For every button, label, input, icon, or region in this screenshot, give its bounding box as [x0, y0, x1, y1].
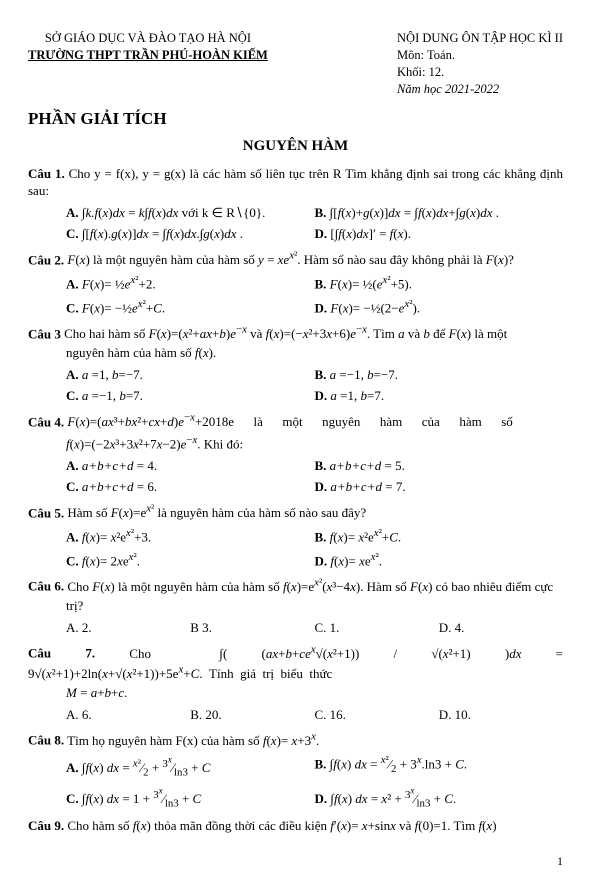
q4-opt-c: C. a+b+c+d = 6. [66, 478, 315, 496]
page-number: 1 [28, 853, 563, 869]
question-7-options: A. 6. B. 20. C. 16. D. 10. [66, 702, 563, 724]
q5-opt-d: D. f(x)= xex². [315, 550, 564, 570]
q8-opt-c: C. ∫f(x) dx = 1 + 3x⁄ln3 + C [66, 784, 315, 811]
question-2-options: A. F(x)= ½ex²+2. B. F(x)= ½(ex²+5). C. F… [66, 269, 563, 317]
q1-opt-b: B. ∫[f(x)+g(x)]dx = ∫f(x)dx+∫g(x)dx . [315, 204, 564, 222]
header-left-line2: TRƯỜNG THPT TRẦN PHÚ-HOÀN KIẾM [28, 47, 268, 64]
header-right-line2: Môn: Toán. [397, 47, 563, 64]
q1-opt-a: A. A. ∫k.f(x)dx = k∫f(x)dx với k ∈ R∖{0}… [66, 204, 315, 222]
question-1-text: Cho y = f(x), y = g(x) là các hàm số liê… [28, 166, 563, 199]
question-9: Câu 9. Cho hàm số f(x) thỏa mãn đồng thờ… [28, 817, 563, 835]
question-7-text: Cho ∫( (ax+b+cex√(x²+1)) / √(x²+1) )dx =… [28, 646, 563, 681]
question-7-text2: M = a+b+c. [66, 684, 563, 702]
question-9-text: Cho hàm số f(x) thỏa mãn đồng thời các đ… [64, 818, 496, 833]
q2-opt-c: C. F(x)= −½ex²+C. [66, 297, 315, 317]
question-3-text-cont: nguyên hàm của hàm số f(x). [66, 344, 563, 362]
question-3: Câu 3 Cho hai hàm số F(x)=(x²+ax+b)e−x v… [28, 323, 563, 343]
q4-opt-b: B. a+b+c+d = 5. [315, 457, 564, 475]
question-5-options: A. f(x)= x²ex²+3. B. f(x)= x²ex²+C. C. f… [66, 522, 563, 570]
question-5-label: Câu 5. [28, 505, 64, 520]
question-6-text-cont: trị? [66, 597, 563, 615]
q8-opt-d: D. ∫f(x) dx = x² + 3x⁄ln3 + C. [315, 784, 564, 811]
question-4-text: F(x)=(ax³+bx²+cx+d)e−x+2018e là một nguy… [64, 414, 513, 429]
question-9-label: Câu 9. [28, 818, 64, 833]
q8-opt-b: B. ∫f(x) dx = x²⁄2 + 3x.ln3 + C. [315, 753, 564, 780]
section-title: PHẦN GIẢI TÍCH [28, 108, 563, 131]
q3-opt-c: C. a =−1, b=7. [66, 387, 315, 405]
question-7-label: Câu 7. [28, 646, 95, 661]
header-right-line1: NỘI DUNG ÔN TẬP HỌC KÌ II [397, 30, 563, 47]
question-4: Câu 4. F(x)=(ax³+bx²+cx+d)e−x+2018e là m… [28, 411, 563, 431]
question-5: Câu 5. Hàm số F(x)=ex² là nguyên hàm của… [28, 502, 563, 522]
question-1-options: A. A. ∫k.f(x)dx = k∫f(x)dx với k ∈ R∖{0}… [66, 200, 563, 243]
q1-opt-d: D. [∫f(x)dx]′ = f(x). [315, 225, 564, 243]
q7-opt-a: A. 6. [66, 706, 190, 724]
question-3-label: Câu 3 [28, 326, 61, 341]
header-right: NỘI DUNG ÔN TẬP HỌC KÌ II Môn: Toán. Khố… [397, 30, 563, 98]
q7-opt-b: B. 20. [190, 706, 314, 724]
question-2-label: Câu 2. [28, 252, 64, 267]
question-3-options: A. a =1, b=−7. B. a =−1, b=−7. C. a =−1,… [66, 362, 563, 405]
question-1-label: Câu 1. [28, 166, 65, 181]
q7-opt-d: D. 10. [439, 706, 563, 724]
question-8-label: Câu 8. [28, 733, 64, 748]
question-1: Câu 1. Cho y = f(x), y = g(x) là các hàm… [28, 165, 563, 200]
q3-opt-a: A. a =1, b=−7. [66, 366, 315, 384]
q3-opt-d: D. a =1, b=7. [315, 387, 564, 405]
q6-opt-a: A. 2. [66, 619, 190, 637]
q6-opt-c: C. 1. [315, 619, 439, 637]
question-6: Câu 6. Cho F(x) là một nguyên hàm của hà… [28, 575, 563, 595]
q2-opt-d: D. F(x)= −½(2−ex²). [315, 297, 564, 317]
q1-opt-c: C. ∫[f(x).g(x)]dx = ∫f(x)dx.∫g(x)dx . [66, 225, 315, 243]
question-5-text: Hàm số F(x)=ex² là nguyên hàm của hàm số… [64, 505, 366, 520]
chapter-title: NGUYÊN HÀM [28, 136, 563, 156]
q6-opt-b: B 3. [190, 619, 314, 637]
q6-opt-d: D. 4. [439, 619, 563, 637]
q8-opt-a: A. ∫f(x) dx = x²⁄2 + 3x⁄ln3 + C [66, 753, 315, 780]
q5-opt-b: B. f(x)= x²ex²+C. [315, 526, 564, 546]
header-right-line4: Năm học 2021-2022 [397, 81, 563, 98]
q2-opt-a: A. F(x)= ½ex²+2. [66, 273, 315, 293]
q2-opt-b: B. F(x)= ½(ex²+5). [315, 273, 564, 293]
header: SỞ GIÁO DỤC VÀ ĐÀO TẠO HÀ NỘI TRƯỜNG THP… [28, 30, 563, 98]
question-8: Câu 8. Tìm họ nguyên hàm F(x) của hàm số… [28, 729, 563, 749]
question-2: Câu 2. F(x) là một nguyên hàm của hàm số… [28, 249, 563, 269]
question-4-options: A. a+b+c+d = 4. B. a+b+c+d = 5. C. a+b+c… [66, 453, 563, 496]
question-8-options: A. ∫f(x) dx = x²⁄2 + 3x⁄ln3 + C B. ∫f(x)… [66, 749, 563, 811]
header-left: SỞ GIÁO DỤC VÀ ĐÀO TẠO HÀ NỘI TRƯỜNG THP… [28, 30, 268, 98]
q4-opt-a: A. a+b+c+d = 4. [66, 457, 315, 475]
question-7: Câu 7. Cho ∫( (ax+b+cex√(x²+1)) / √(x²+1… [28, 642, 563, 682]
q5-opt-c: C. f(x)= 2xex². [66, 550, 315, 570]
question-6-label: Câu 6. [28, 579, 64, 594]
question-2-text: F(x) là một nguyên hàm của hàm số y = xe… [64, 252, 514, 267]
question-4-label: Câu 4. [28, 414, 64, 429]
header-right-line3: Khối: 12. [397, 64, 563, 81]
q4-opt-d: D. a+b+c+d = 7. [315, 478, 564, 496]
question-4-text2: f(x)=(−2x³+3x²+7x−2)e−x. Khi đó: [66, 433, 563, 453]
question-8-text: Tìm họ nguyên hàm F(x) của hàm số f(x)= … [64, 733, 319, 748]
question-6-text: Cho F(x) là một nguyên hàm của hàm số f(… [64, 579, 553, 594]
q7-opt-c: C. 16. [315, 706, 439, 724]
question-3-text: Cho hai hàm số F(x)=(x²+ax+b)e−x và f(x)… [61, 326, 507, 341]
q3-opt-b: B. a =−1, b=−7. [315, 366, 564, 384]
q5-opt-a: A. f(x)= x²ex²+3. [66, 526, 315, 546]
header-left-line1: SỞ GIÁO DỤC VÀ ĐÀO TẠO HÀ NỘI [28, 30, 268, 47]
question-6-options: A. 2. B 3. C. 1. D. 4. [66, 615, 563, 637]
